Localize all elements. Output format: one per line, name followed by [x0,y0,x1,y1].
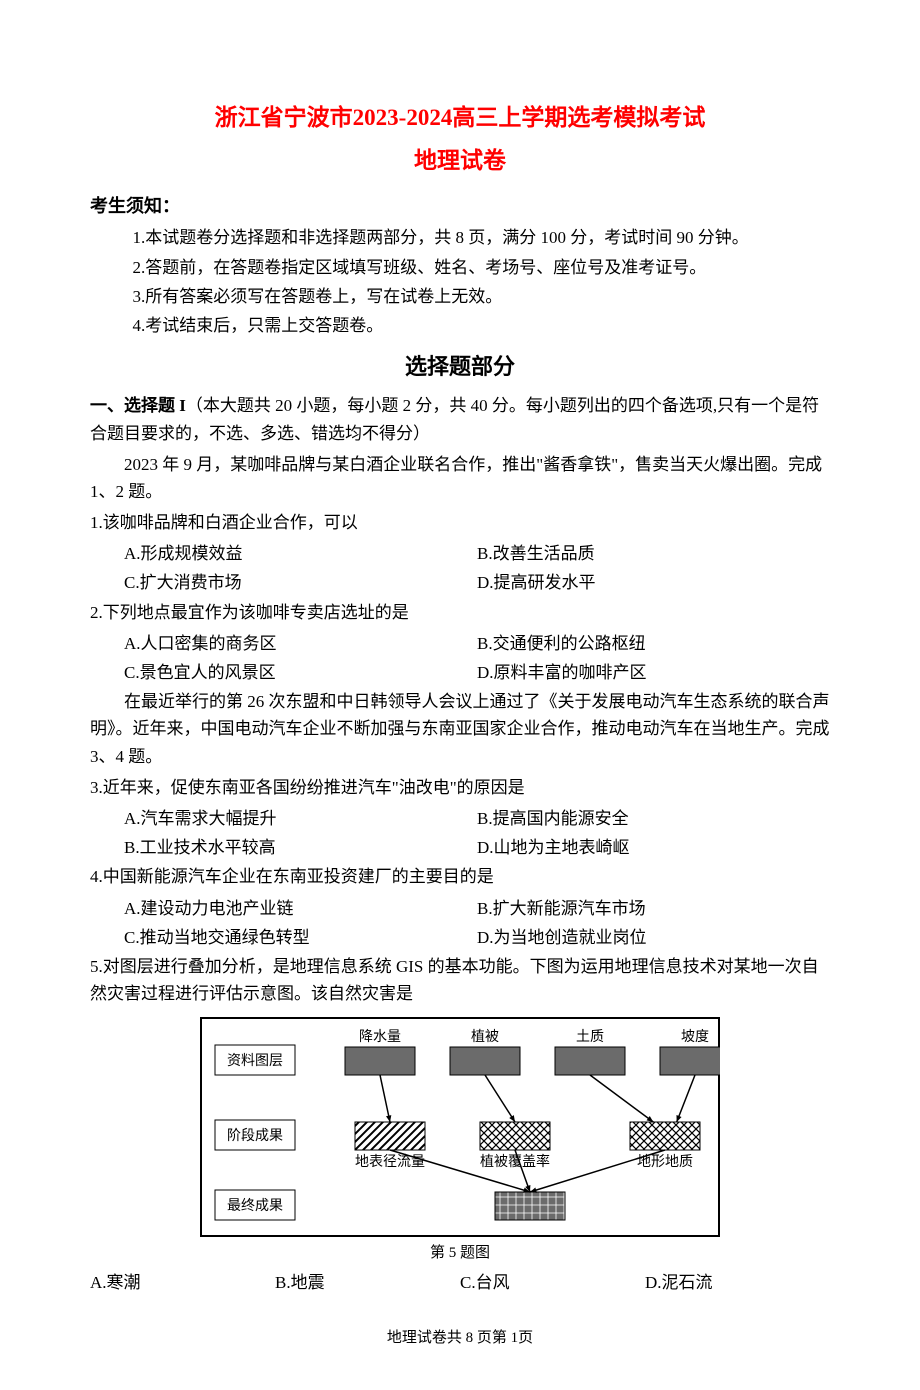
svg-text:植被: 植被 [471,1029,499,1045]
q5-diagram-wrap: 资料图层阶段成果最终成果降水量植被土质坡度地表径流量植被覆盖率地形地质 [90,1017,830,1237]
q5-diagram: 资料图层阶段成果最终成果降水量植被土质坡度地表径流量植被覆盖率地形地质 [200,1017,720,1237]
notice-item-2: 2.答题前，在答题卷指定区域填写班级、姓名、考场号、座位号及准考证号。 [90,254,830,281]
svg-text:阶段成果: 阶段成果 [227,1128,283,1144]
exam-title: 浙江省宁波市2023-2024高三上学期选考模拟考试 [90,100,830,137]
part1-lead-rest: （本大题共 20 小题，每小题 2 分，共 40 分。每小题列出的四个备选项,只… [90,396,819,442]
svg-text:植被覆盖率: 植被覆盖率 [480,1153,550,1170]
q1-stem: 1.该咖啡品牌和白酒企业合作，可以 [90,509,830,536]
q5-options: A.寒潮 B.地震 C.台风 D.泥石流 [90,1269,830,1296]
svg-text:坡度: 坡度 [681,1029,709,1045]
svg-text:最终成果: 最终成果 [227,1198,283,1214]
svg-text:降水量: 降水量 [359,1029,401,1045]
exam-subtitle: 地理试卷 [90,143,830,180]
q3-opt-d: D.山地为主地表崎岖 [477,834,830,861]
q1-row1: A.形成规模效益 B.改善生活品质 [124,540,830,567]
q1-opt-a: A.形成规模效益 [124,540,477,567]
context-1: 2023 年 9 月，某咖啡品牌与某白酒企业联名合作，推出"酱香拿铁"，售卖当天… [90,451,830,505]
q3-opt-c: B.工业技术水平较高 [124,834,477,861]
svg-text:地表径流量: 地表径流量 [355,1154,425,1170]
q5-caption: 第 5 题图 [90,1241,830,1265]
q3-opt-b: B.提高国内能源安全 [477,805,830,832]
q2-row2: C.景色宜人的风景区 D.原料丰富的咖啡产区 [124,659,830,686]
svg-text:资料图层: 资料图层 [227,1053,283,1069]
q1-opt-b: B.改善生活品质 [477,540,830,567]
q2-opt-a: A.人口密集的商务区 [124,630,477,657]
q5-stem: 5.对图层进行叠加分析，是地理信息系统 GIS 的基本功能。下图为运用地理信息技… [90,953,830,1007]
q2-opt-c: C.景色宜人的风景区 [124,659,477,686]
part1-lead-bold: 一、选择题 I [90,396,186,415]
notice-label: 考生须知： [90,192,830,221]
q4-row1: A.建设动力电池产业链 B.扩大新能源汽车市场 [124,895,830,922]
q4-row2: C.推动当地交通绿色转型 D.为当地创造就业岗位 [124,924,830,951]
q2-stem: 2.下列地点最宜作为该咖啡专卖店选址的是 [90,599,830,626]
notice-item-1: 1.本试题卷分选择题和非选择题两部分，共 8 页，满分 100 分，考试时间 9… [90,224,830,251]
q5-opt-d: D.泥石流 [645,1269,830,1296]
notice-item-3: 3.所有答案必须写在答题卷上，写在试卷上无效。 [90,283,830,310]
q4-opt-a: A.建设动力电池产业链 [124,895,477,922]
q4-opt-c: C.推动当地交通绿色转型 [124,924,477,951]
q1-opt-c: C.扩大消费市场 [124,569,477,596]
q2-row1: A.人口密集的商务区 B.交通便利的公路枢纽 [124,630,830,657]
q3-stem: 3.近年来，促使东南亚各国纷纷推进汽车"油改电"的原因是 [90,774,830,801]
context-2: 在最近举行的第 26 次东盟和中日韩领导人会议上通过了《关于发展电动汽车生态系统… [90,688,830,770]
q5-opt-a: A.寒潮 [90,1269,275,1296]
q3-row2: B.工业技术水平较高 D.山地为主地表崎岖 [124,834,830,861]
q1-row2: C.扩大消费市场 D.提高研发水平 [124,569,830,596]
page-footer: 地理试卷共 8 页第 1页 [90,1326,830,1350]
q4-stem: 4.中国新能源汽车企业在东南亚投资建厂的主要目的是 [90,863,830,890]
q2-opt-b: B.交通便利的公路枢纽 [477,630,830,657]
section-heading: 选择题部分 [90,349,830,384]
q5-opt-c: C.台风 [460,1269,645,1296]
q4-opt-d: D.为当地创造就业岗位 [477,924,830,951]
q2-opt-d: D.原料丰富的咖啡产区 [477,659,830,686]
q5-opt-b: B.地震 [275,1269,460,1296]
q3-row1: A.汽车需求大幅提升 B.提高国内能源安全 [124,805,830,832]
notice-item-4: 4.考试结束后，只需上交答题卷。 [90,312,830,339]
svg-text:土质: 土质 [576,1029,604,1045]
q1-opt-d: D.提高研发水平 [477,569,830,596]
part1-intro: 一、选择题 I（本大题共 20 小题，每小题 2 分，共 40 分。每小题列出的… [90,392,830,446]
q3-opt-a: A.汽车需求大幅提升 [124,805,477,832]
q4-opt-b: B.扩大新能源汽车市场 [477,895,830,922]
